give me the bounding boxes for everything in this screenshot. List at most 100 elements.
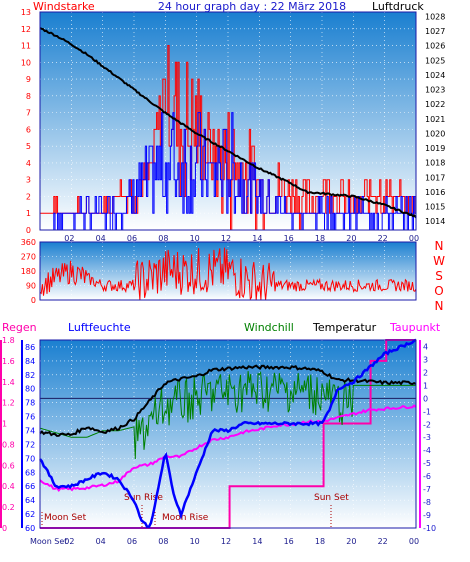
- temperature-tick-label: -6: [423, 472, 431, 481]
- x-tick-label: 10: [190, 234, 200, 243]
- direction-tick-label: 270: [21, 253, 36, 262]
- temperature-tick-label: -8: [423, 498, 431, 507]
- x-tick-label: 14: [252, 537, 262, 546]
- pressure-tick-label: 1025: [425, 56, 445, 65]
- wind-direction-axes: 360 270 180 90 0: [21, 238, 36, 305]
- temperature-tick-label: -10: [423, 524, 436, 533]
- temperature-tick-label: -3: [423, 433, 431, 442]
- pressure-tick-label: 1021: [425, 115, 445, 124]
- wind-direction-series: [39, 247, 417, 301]
- pressure-tick-label: 1018: [425, 159, 445, 168]
- chart-title: 24 hour graph day : 22 März 2018: [158, 0, 346, 13]
- x-tick-label: 00: [409, 537, 419, 546]
- rain-axis-label: Regen: [2, 321, 37, 334]
- humidity-tick-label: 86: [25, 343, 35, 352]
- humidity-tick-label: 80: [25, 385, 35, 394]
- humidity-tick-label: 68: [25, 468, 35, 477]
- humidity-tick-label: 66: [25, 482, 35, 491]
- compass-s: S: [435, 269, 443, 283]
- sun-set-annotation: Sun Set: [314, 493, 349, 503]
- wind-tick-label: 6: [26, 125, 31, 134]
- x-tick-label: 18: [315, 537, 325, 546]
- pressure-tick-label: 1022: [425, 100, 445, 109]
- rain-tick-label: 1.4: [2, 378, 15, 387]
- rain-tick-label: 1.2: [2, 399, 15, 408]
- rain-tick-label: 0.6: [2, 461, 15, 470]
- x-tick-label: 02: [64, 537, 74, 546]
- x-tick-label: 18: [315, 234, 325, 243]
- wind-tick-label: 0: [26, 226, 31, 235]
- pressure-tick-label: 1026: [425, 42, 445, 51]
- direction-tick-label: 0: [31, 296, 36, 305]
- wind-tick-label: 7: [26, 109, 31, 118]
- temperature-series: [39, 338, 417, 529]
- x-tick-label: 16: [284, 537, 294, 546]
- temperature-label: Temperatur: [312, 321, 377, 334]
- temperature-tick-label: 0: [423, 394, 428, 403]
- wind-tick-label: 9: [26, 75, 31, 84]
- astro-annotations: Moon Set Sun Rise Moon Rise Sun Set: [41, 493, 349, 528]
- x-tick-label: 22: [378, 537, 388, 546]
- pressure-tick-label: 1028: [425, 12, 445, 21]
- pressure-tick-label: 1020: [425, 129, 445, 138]
- moon-set-annotation: Moon Set: [44, 513, 87, 523]
- pressure-tick-label: 1019: [425, 144, 445, 153]
- wind-tick-label: 11: [21, 42, 31, 51]
- rain-series: [40, 339, 416, 529]
- pressure-tick-label: 1023: [425, 86, 445, 95]
- wind-tick-label: 13: [21, 8, 31, 17]
- temperature-tick-label: -9: [423, 511, 431, 520]
- humidity-tick-label: 74: [25, 427, 35, 436]
- x-tick-label: 06: [127, 537, 137, 546]
- x-tick-label: Moon Set: [30, 537, 67, 546]
- direction-tick-label: 180: [21, 267, 36, 276]
- dewpoint-series: [39, 404, 417, 493]
- wind-pressure-axes: 02 04 06 08 10 12 14 16 18 20 22 000123456789101112…: [21, 8, 446, 243]
- x-tick-label: 00: [409, 234, 419, 243]
- wind-tick-label: 8: [26, 92, 31, 101]
- pressure-tick-label: 1017: [425, 173, 445, 182]
- x-tick-label: 04: [96, 234, 106, 243]
- pressure-series: [39, 27, 417, 219]
- temperature-tick-label: 4: [423, 342, 428, 351]
- x-tick-label: 12: [221, 234, 231, 243]
- x-tick-label: 14: [252, 234, 262, 243]
- compass-n: N: [435, 239, 444, 253]
- humidity-tick-label: 64: [25, 496, 35, 505]
- rain-tick-label: 1.6: [2, 357, 15, 366]
- temperature-tick-label: -2: [423, 420, 431, 429]
- humidity-tick-label: 84: [25, 357, 35, 366]
- wind-tick-label: 4: [26, 159, 31, 168]
- pressure-tick-label: 1027: [425, 27, 445, 36]
- x-tick-label: 02: [64, 234, 74, 243]
- direction-tick-label: 90: [26, 282, 36, 291]
- temperature-tick-label: 3: [423, 355, 428, 364]
- humidity-tick-label: 82: [25, 371, 35, 380]
- compass-o: O: [434, 284, 443, 298]
- sun-rise-annotation: Sun Rise: [124, 493, 163, 503]
- rain-tick-label: 1: [2, 420, 7, 429]
- x-tick-label: 08: [158, 537, 168, 546]
- wind-tick-label: 10: [21, 58, 31, 67]
- x-tick-label: 22: [378, 234, 388, 243]
- humidity-axis-label: Luftfeuchte: [68, 321, 131, 334]
- x-tick-label: 06: [127, 234, 137, 243]
- humidity-tick-label: 78: [25, 399, 35, 408]
- pressure-axis-label: Luftdruck: [372, 0, 424, 13]
- wind-direction-series: [39, 247, 417, 301]
- pressure-tick-label: 1015: [425, 203, 445, 212]
- wind-tick-label: 1: [26, 209, 31, 218]
- pressure-tick-label: 1016: [425, 188, 445, 197]
- humidity-series: [39, 338, 417, 529]
- moon-rise-annotation: Moon Rise: [162, 513, 209, 523]
- compass-w: W: [433, 254, 445, 268]
- direction-tick-label: 360: [21, 238, 36, 247]
- wind-tick-label: 5: [26, 142, 31, 151]
- compass-n: N: [435, 299, 444, 313]
- humidity-tick-label: 76: [25, 413, 35, 422]
- windchill-label: Windchill: [244, 321, 294, 334]
- humidity-tick-label: 72: [25, 440, 35, 449]
- x-tick-label: 08: [158, 234, 168, 243]
